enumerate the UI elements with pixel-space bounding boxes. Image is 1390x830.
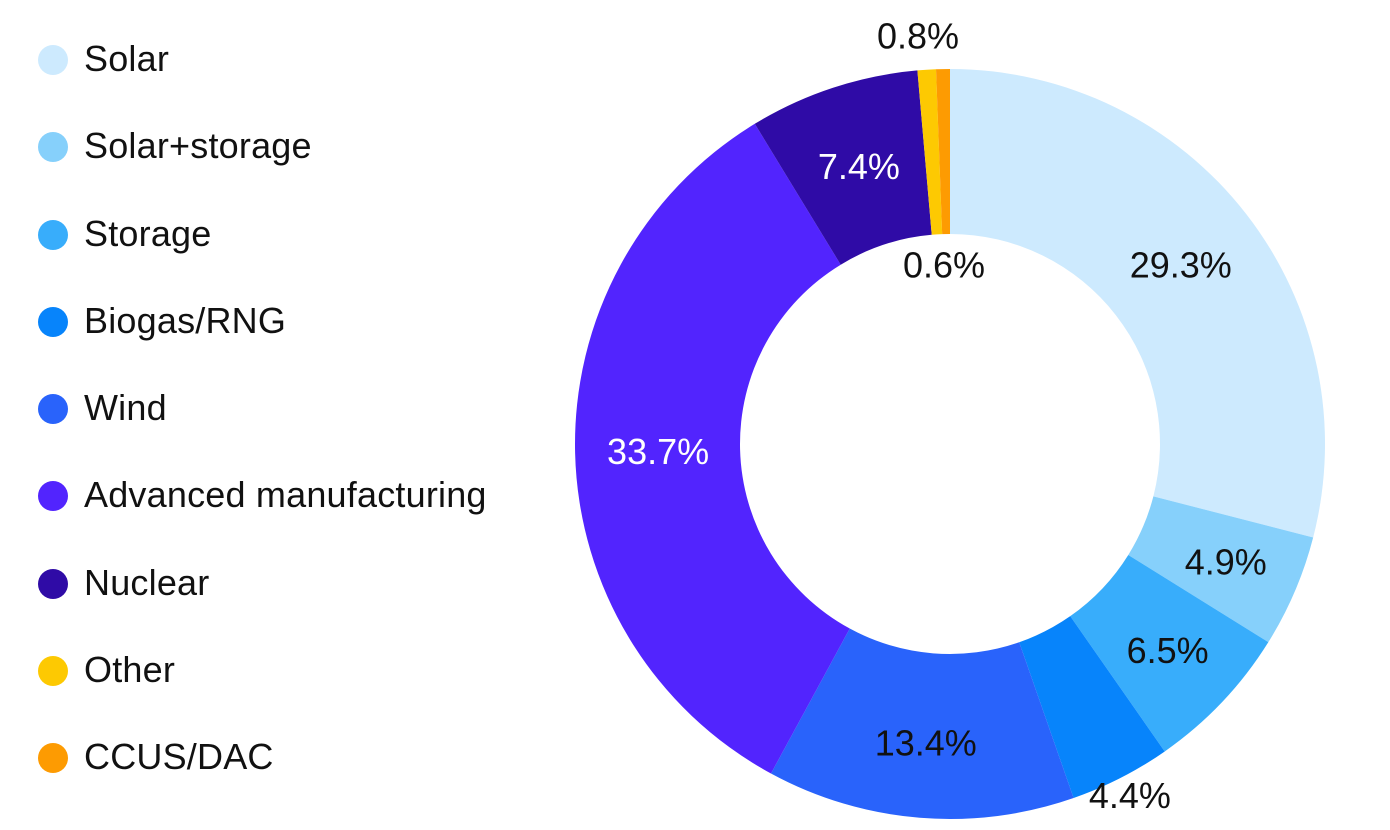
- legend-label: Storage: [84, 212, 212, 254]
- legend-item-storage: Storage: [38, 211, 558, 298]
- legend-swatch: [38, 306, 68, 337]
- legend-item-solar: Solar: [38, 36, 558, 123]
- legend-swatch: [38, 394, 68, 425]
- legend-label: Solar+storage: [84, 125, 312, 167]
- legend-swatch: [38, 481, 68, 512]
- slice-label-solar-storage: 4.9%: [1185, 542, 1267, 583]
- slice-nuclear: [754, 70, 932, 265]
- slice-advanced-manufacturing: [575, 123, 850, 774]
- legend-swatch: [38, 568, 68, 599]
- slice-other: [917, 69, 943, 235]
- legend-label: Solar: [84, 38, 170, 79]
- slice-label-wind: 13.4%: [875, 723, 977, 764]
- legend-label: CCUS/DAC: [84, 736, 274, 778]
- legend-label: Wind: [84, 387, 167, 429]
- chart-legend: Solar Solar+storage Storage Biogas/RNG Wind A…: [38, 36, 558, 822]
- legend-swatch: [38, 132, 68, 163]
- legend-item-solar-storage: Solar+storage: [38, 123, 558, 210]
- legend-item-wind: Wind: [38, 385, 558, 472]
- slice-biogas-rng: [1019, 616, 1165, 799]
- legend-item-biogas-rng: Biogas/RNG: [38, 298, 558, 385]
- slice-wind: [770, 628, 1074, 819]
- slice-label-other: 0.8%: [877, 16, 959, 57]
- legend-swatch: [38, 45, 68, 75]
- legend-item-other: Other: [38, 647, 558, 734]
- legend-item-nuclear: Nuclear: [38, 560, 558, 647]
- legend-swatch: [38, 743, 68, 774]
- slice-solar-storage: [1128, 496, 1314, 643]
- slice-label-nuclear: 7.4%: [818, 146, 900, 187]
- legend-item-advanced-manufacturing: Advanced manufacturing: [38, 472, 558, 559]
- legend-label: Nuclear: [84, 561, 210, 603]
- slice-label-ccus-dac: 0.6%: [903, 245, 985, 286]
- slice-ccus-dac: [936, 69, 950, 235]
- legend-label: Other: [84, 649, 176, 691]
- legend-label: Biogas/RNG: [84, 299, 287, 341]
- legend-swatch: [38, 656, 68, 687]
- slice-solar: [950, 69, 1326, 538]
- legend-swatch: [38, 219, 68, 250]
- legend-label: Advanced manufacturing: [84, 474, 487, 516]
- slice-label-solar: 29.3%: [1130, 245, 1232, 286]
- slice-storage: [1070, 554, 1269, 752]
- slice-label-storage: 6.5%: [1127, 630, 1209, 671]
- slice-label-advanced-manufacturing: 33.7%: [607, 431, 709, 472]
- legend-item-ccus-dac: CCUS/DAC: [38, 734, 558, 821]
- slice-label-biogas-rng: 4.4%: [1089, 775, 1171, 816]
